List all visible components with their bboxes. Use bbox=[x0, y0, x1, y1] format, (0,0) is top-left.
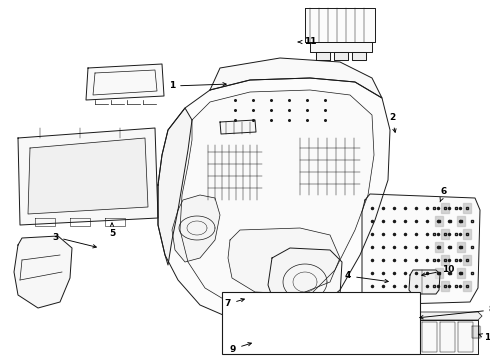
Bar bbox=[435, 242, 443, 252]
Polygon shape bbox=[305, 295, 388, 348]
Polygon shape bbox=[210, 58, 382, 98]
Polygon shape bbox=[240, 306, 258, 312]
Polygon shape bbox=[409, 270, 440, 294]
Polygon shape bbox=[334, 52, 348, 60]
Bar bbox=[435, 216, 443, 226]
Text: 5: 5 bbox=[109, 223, 115, 238]
Bar bbox=[463, 255, 471, 265]
Polygon shape bbox=[362, 320, 478, 354]
Text: 7: 7 bbox=[225, 298, 245, 309]
Polygon shape bbox=[316, 52, 330, 60]
Bar bbox=[457, 268, 465, 278]
Polygon shape bbox=[14, 236, 72, 308]
Polygon shape bbox=[228, 310, 275, 346]
Polygon shape bbox=[352, 52, 366, 60]
Polygon shape bbox=[310, 42, 372, 52]
Bar bbox=[463, 229, 471, 239]
Polygon shape bbox=[180, 90, 374, 308]
Polygon shape bbox=[472, 326, 480, 338]
Bar bbox=[222, 292, 420, 354]
Polygon shape bbox=[305, 8, 375, 42]
Polygon shape bbox=[228, 228, 340, 294]
Bar bbox=[463, 203, 471, 213]
Polygon shape bbox=[86, 64, 164, 100]
Bar bbox=[441, 229, 449, 239]
Text: 8: 8 bbox=[420, 306, 490, 319]
Bar bbox=[435, 268, 443, 278]
Bar bbox=[441, 203, 449, 213]
Polygon shape bbox=[362, 194, 480, 305]
Polygon shape bbox=[268, 248, 342, 315]
Text: 12: 12 bbox=[478, 333, 490, 342]
Polygon shape bbox=[28, 138, 148, 214]
Polygon shape bbox=[158, 108, 192, 265]
Text: 3: 3 bbox=[52, 233, 97, 248]
Bar bbox=[457, 242, 465, 252]
Text: 6: 6 bbox=[440, 188, 447, 202]
Polygon shape bbox=[362, 312, 482, 320]
Text: 4: 4 bbox=[345, 271, 388, 283]
Text: 2: 2 bbox=[389, 113, 396, 132]
Bar bbox=[441, 281, 449, 291]
Polygon shape bbox=[342, 295, 395, 325]
Polygon shape bbox=[172, 195, 220, 262]
Text: 11: 11 bbox=[298, 37, 316, 46]
Text: 10: 10 bbox=[422, 266, 454, 276]
Text: 9: 9 bbox=[230, 343, 251, 354]
Bar bbox=[463, 281, 471, 291]
Text: 1: 1 bbox=[169, 81, 226, 90]
Bar bbox=[441, 255, 449, 265]
Polygon shape bbox=[220, 120, 256, 134]
Polygon shape bbox=[158, 78, 390, 322]
Bar bbox=[457, 216, 465, 226]
Polygon shape bbox=[18, 128, 158, 225]
